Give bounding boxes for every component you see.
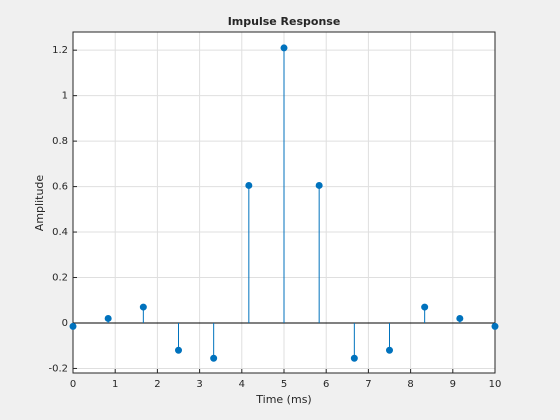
chart-title: Impulse Response (228, 15, 341, 28)
y-tick-label: 0 (62, 318, 68, 329)
y-tick-label: -0.2 (48, 363, 68, 374)
stem-marker (210, 354, 218, 362)
stem-marker (491, 322, 499, 330)
y-axis-label: Amplitude (33, 175, 46, 232)
stem-marker (104, 314, 112, 322)
stem-marker (245, 181, 253, 189)
y-tick-label: 1 (62, 91, 68, 102)
x-tick-label: 5 (281, 379, 287, 390)
y-tick-label: 1.2 (52, 45, 68, 56)
x-tick-label: 10 (489, 379, 502, 390)
x-tick-label: 9 (450, 379, 456, 390)
y-tick-label: 0.4 (52, 227, 68, 238)
x-tick-label: 0 (70, 379, 76, 390)
y-tick-label: 0.6 (52, 182, 68, 193)
stem-marker (421, 303, 429, 311)
y-tick-label: 0.8 (52, 136, 68, 147)
stem-marker (139, 303, 147, 311)
x-tick-label: 8 (407, 379, 413, 390)
stem-marker (280, 44, 288, 52)
stem-marker (350, 354, 358, 362)
x-tick-label: 2 (154, 379, 160, 390)
axes-box (72, 31, 496, 374)
x-tick-label: 6 (323, 379, 329, 390)
x-tick-label: 4 (239, 379, 245, 390)
stem-marker (456, 314, 464, 322)
stem-marker (69, 322, 77, 330)
y-tick-label: 0.2 (52, 273, 68, 284)
stem-marker (315, 181, 323, 189)
x-tick-label: 3 (196, 379, 202, 390)
x-tick-label: 7 (365, 379, 371, 390)
x-axis-label: Time (ms) (255, 393, 311, 406)
stem-marker (175, 346, 182, 354)
stem-marker (386, 346, 393, 354)
x-tick-label: 1 (112, 379, 118, 390)
